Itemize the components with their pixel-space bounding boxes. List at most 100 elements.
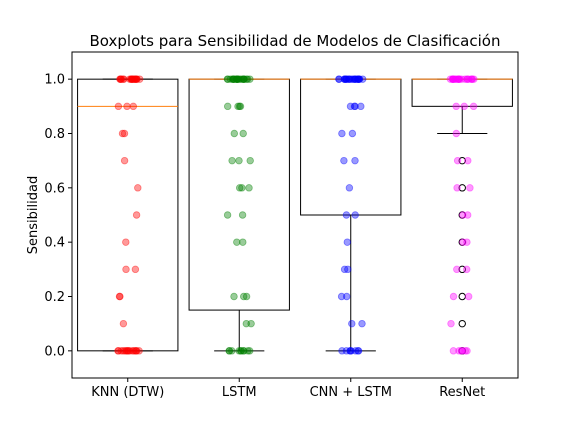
data-point (236, 102, 245, 111)
data-point (349, 75, 357, 83)
data-point (346, 347, 354, 355)
data-point (343, 292, 351, 301)
data-point (130, 75, 139, 83)
outlier-point (458, 347, 466, 355)
data-point (455, 347, 463, 355)
data-point (223, 102, 232, 111)
data-point (243, 75, 252, 83)
data-point (119, 347, 127, 355)
data-point (470, 75, 478, 83)
data-point (446, 75, 455, 83)
data-point (242, 292, 251, 301)
data-point (117, 347, 125, 355)
data-point (131, 347, 140, 355)
data-point (467, 75, 476, 83)
data-point (117, 75, 125, 83)
data-point (119, 319, 128, 328)
data-point (230, 129, 238, 138)
data-point (348, 319, 356, 328)
data-point (452, 129, 460, 138)
data-point (238, 75, 246, 83)
outlier-point (458, 211, 466, 219)
plot-frame (71, 51, 519, 379)
data-point (238, 211, 247, 219)
data-point (354, 75, 363, 83)
box (188, 78, 290, 311)
data-point (351, 75, 359, 83)
data-point (358, 319, 366, 328)
data-point (233, 238, 241, 246)
data-point (449, 75, 458, 83)
data-point (239, 75, 247, 83)
data-point (354, 75, 362, 83)
data-point (237, 347, 245, 355)
data-point (132, 347, 140, 355)
data-point (132, 211, 141, 219)
data-point (338, 347, 346, 355)
data-point (335, 75, 343, 83)
data-point (344, 75, 353, 83)
data-point (240, 75, 248, 83)
data-point (455, 75, 463, 83)
data-point (354, 75, 362, 83)
data-point (131, 75, 139, 83)
data-point (235, 184, 244, 192)
data-point (123, 102, 131, 111)
data-point (461, 347, 469, 355)
data-point (124, 347, 133, 355)
data-point (345, 75, 354, 83)
data-point (239, 292, 248, 301)
data-point (452, 75, 460, 83)
data-point (245, 184, 253, 192)
data-point (228, 347, 236, 355)
data-point (467, 75, 476, 83)
data-point (228, 75, 237, 83)
data-point (464, 211, 472, 219)
data-point (342, 75, 351, 83)
data-point (350, 75, 358, 83)
data-point (132, 347, 141, 355)
data-point (240, 347, 248, 355)
data-point (345, 75, 353, 83)
data-point (457, 347, 466, 355)
data-point (223, 75, 232, 83)
data-point (342, 75, 350, 83)
outlier-point (458, 265, 466, 274)
data-point (354, 75, 362, 83)
data-point (120, 156, 129, 165)
data-point (351, 102, 359, 111)
data-point (351, 75, 359, 83)
data-point (230, 292, 238, 301)
data-point (120, 75, 128, 83)
data-point (128, 75, 136, 83)
y-tick-label: 0.2 (44, 290, 65, 305)
data-point (468, 75, 477, 83)
data-point (457, 75, 466, 83)
data-point (449, 75, 457, 83)
data-point (116, 75, 125, 83)
y-tick-label: 0.0 (44, 344, 65, 359)
data-point (233, 75, 242, 83)
data-point (347, 347, 355, 355)
data-point (132, 75, 140, 83)
data-point (131, 75, 140, 83)
data-point (114, 347, 123, 355)
data-point (355, 75, 364, 83)
outlier-point (458, 319, 466, 328)
data-point (114, 347, 122, 355)
data-point (128, 75, 137, 83)
data-point (239, 347, 248, 355)
box (77, 78, 179, 352)
data-point (465, 75, 473, 83)
data-point (348, 129, 357, 138)
data-point (126, 347, 134, 355)
data-point (246, 75, 254, 83)
box-group (300, 75, 402, 355)
data-point (344, 265, 352, 274)
box (300, 78, 402, 216)
data-point (133, 75, 141, 83)
data-point (124, 347, 132, 355)
data-point (354, 347, 362, 355)
data-point (342, 75, 350, 83)
